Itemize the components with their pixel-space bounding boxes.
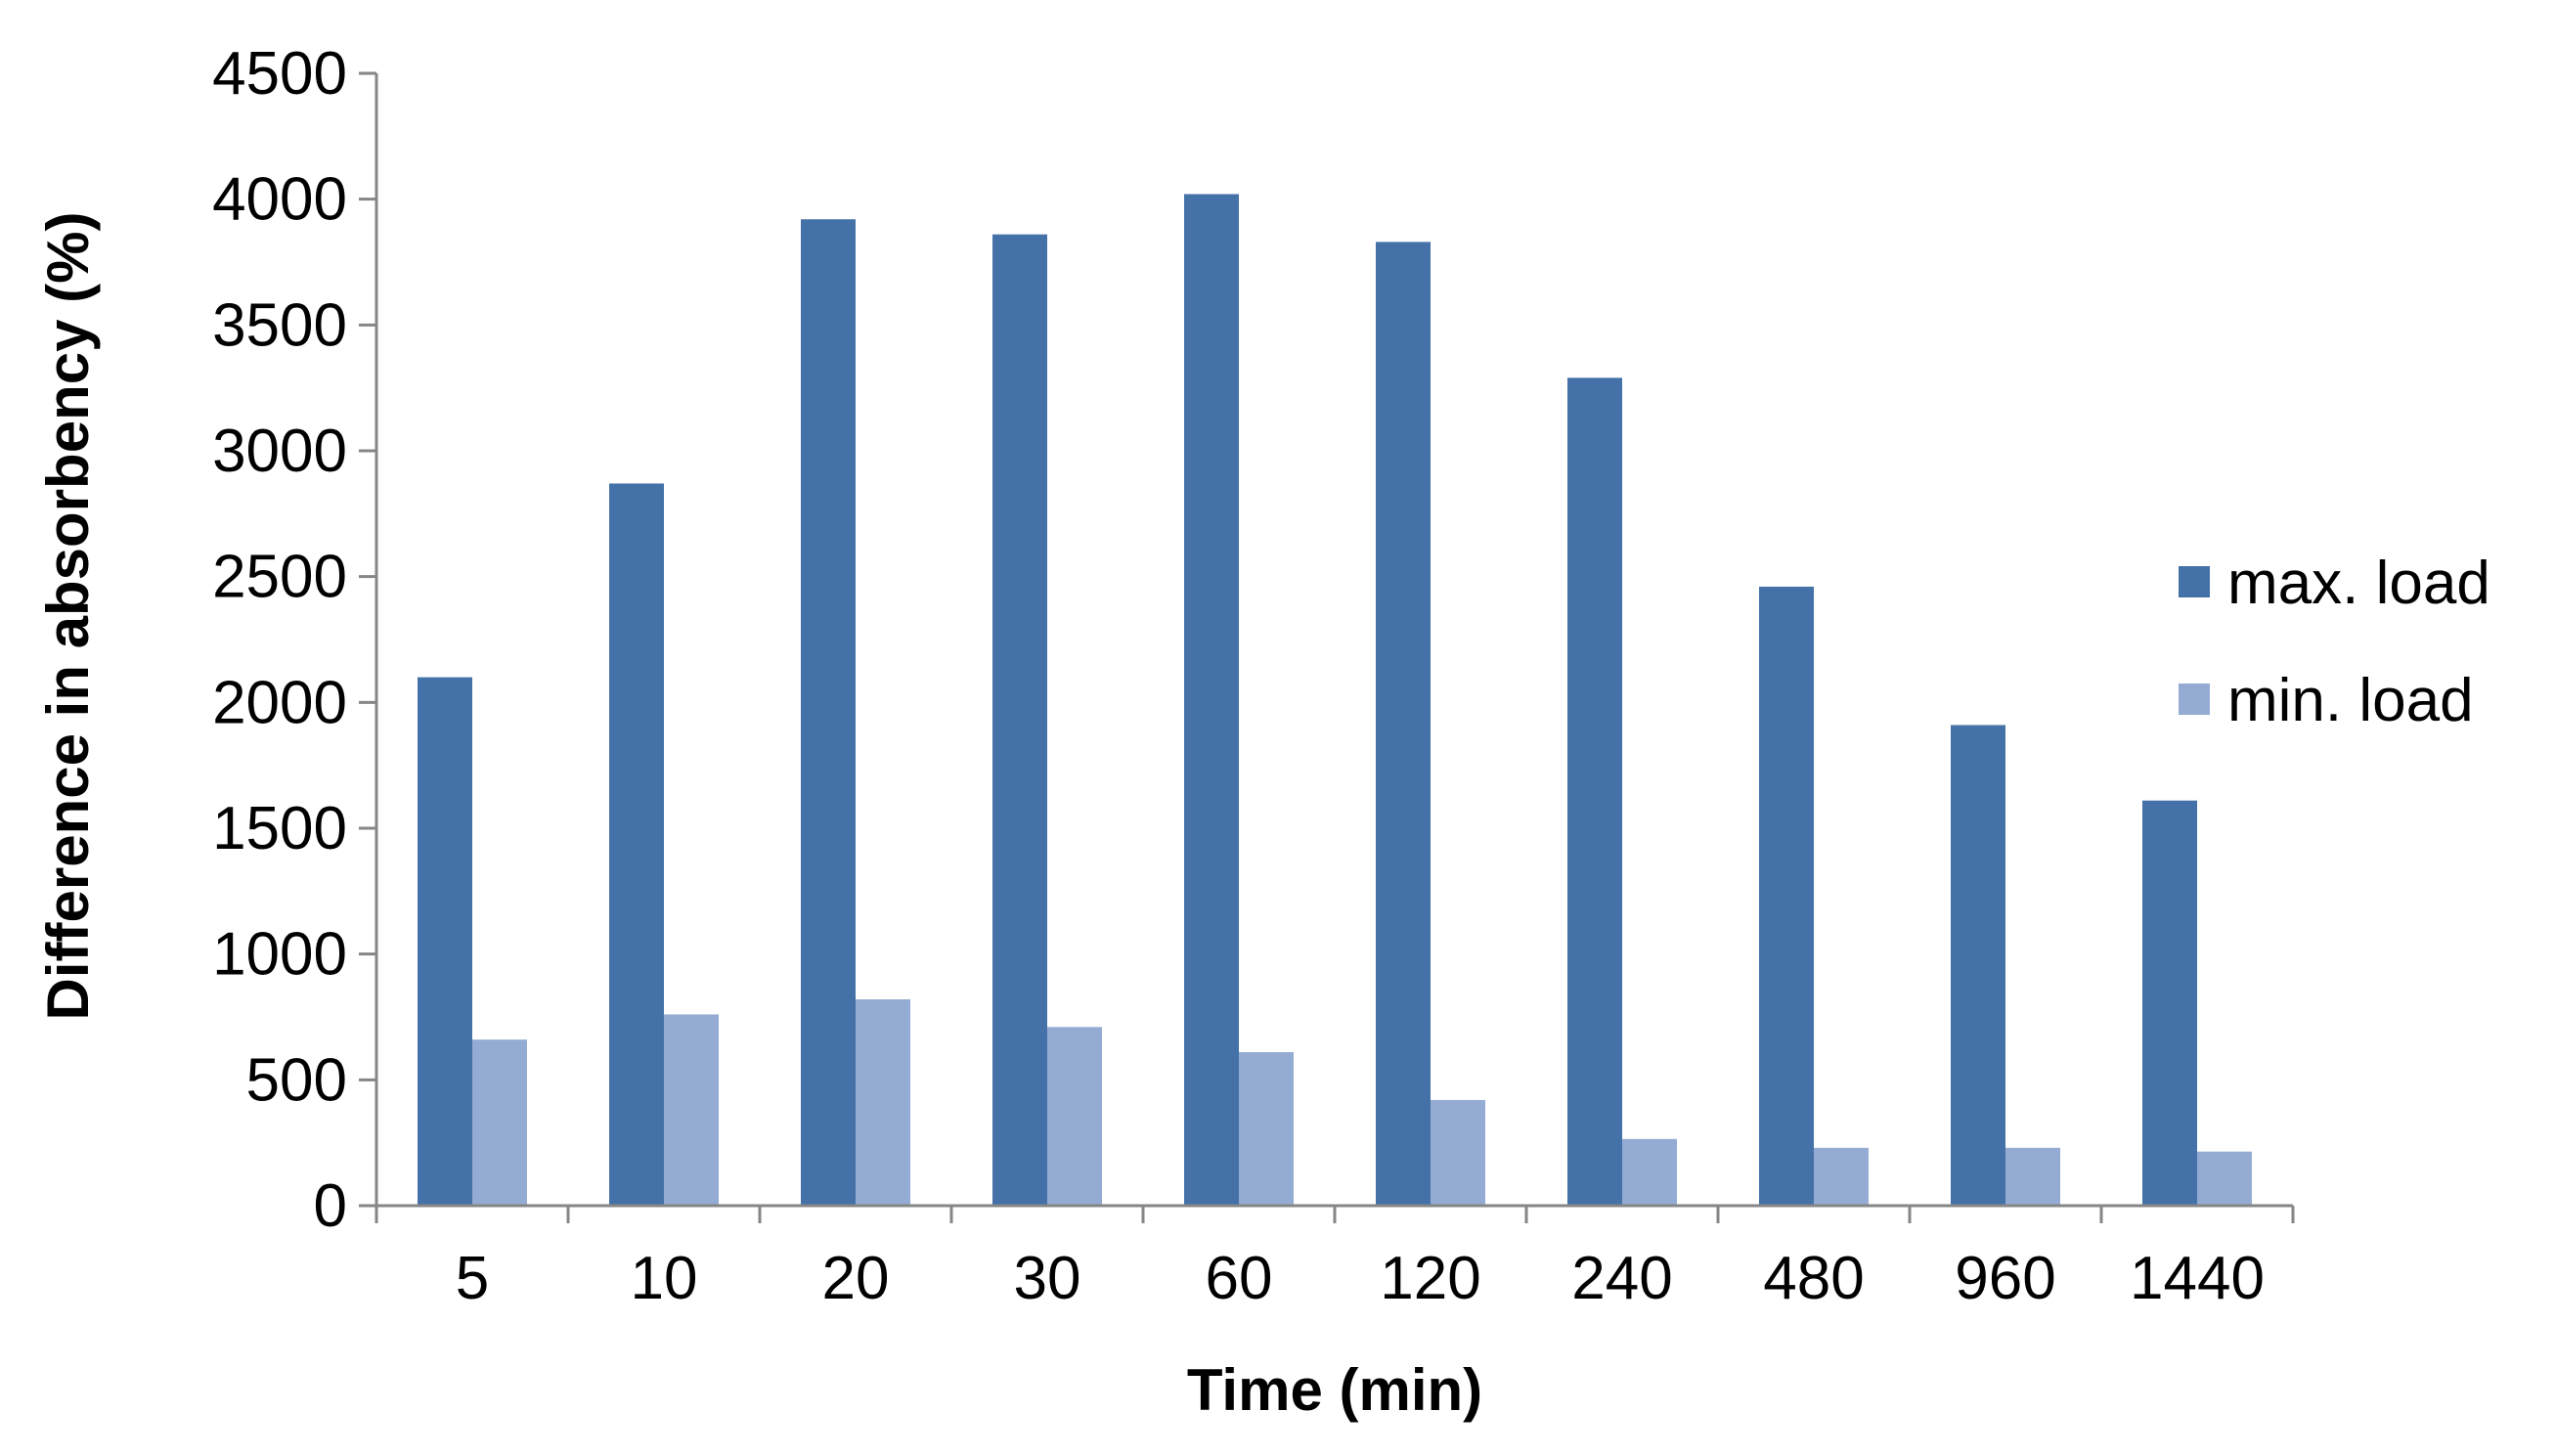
y-tick-label: 2000 (212, 669, 347, 736)
legend-item: max. load (2179, 550, 2490, 617)
legend-swatch (2179, 684, 2210, 715)
bar (2197, 1151, 2252, 1206)
bar (1047, 1027, 1102, 1206)
x-tick-label: 20 (822, 1245, 890, 1312)
bar (856, 998, 910, 1206)
bar (1814, 1147, 1869, 1206)
bar (801, 219, 856, 1207)
bar (1239, 1052, 1294, 1206)
x-axis-ticks: 5 10 20 30 60 120 240 480 960 1440 (374, 1206, 2295, 1312)
bar (418, 677, 472, 1206)
legend-label: max. load (2227, 550, 2490, 617)
series-max-load (418, 194, 2197, 1207)
bar (1567, 377, 1622, 1207)
bar (1759, 586, 1814, 1206)
bar (1376, 242, 1431, 1206)
y-tick-label: 4000 (212, 166, 347, 234)
bar (992, 234, 1047, 1206)
x-tick-label: 60 (1206, 1245, 1273, 1312)
x-tick-label: 5 (456, 1245, 489, 1312)
bar (1622, 1138, 1677, 1206)
bar (2005, 1147, 2060, 1206)
legend-item: min. load (2179, 667, 2474, 734)
y-tick-label: 2500 (212, 544, 347, 611)
y-tick-label: 3000 (212, 418, 347, 485)
y-tick-label: 0 (314, 1172, 347, 1240)
bar (1431, 1099, 1485, 1206)
legend-swatch (2179, 566, 2210, 597)
y-tick-label: 500 (246, 1046, 347, 1114)
bar (664, 1014, 719, 1206)
bar (472, 1039, 527, 1206)
x-tick-label: 960 (1955, 1245, 2055, 1312)
bar (1184, 194, 1239, 1206)
series-min-load (472, 998, 2252, 1206)
legend-label: min. load (2227, 667, 2474, 734)
y-axis-ticks: 0 500 1000 1500 2000 2500 3000 3500 4000 4500 (212, 40, 376, 1240)
x-axis-title: Time (min) (1187, 1357, 1482, 1423)
x-tick-label: 1440 (2130, 1245, 2265, 1312)
y-tick-label: 3500 (212, 291, 347, 359)
x-tick-label: 120 (1380, 1245, 1480, 1312)
bar (1951, 725, 2005, 1206)
x-tick-label: 240 (1571, 1245, 1672, 1312)
y-axis-title: Difference in absorbency (%) (35, 212, 101, 1021)
bar (2142, 800, 2197, 1206)
y-tick-label: 1500 (212, 795, 347, 862)
legend: max. load min. load (2179, 550, 2490, 734)
x-tick-label: 10 (631, 1245, 698, 1312)
y-tick-label: 1000 (212, 921, 347, 989)
y-tick-label: 4500 (212, 40, 347, 108)
bar (609, 483, 664, 1206)
x-tick-label: 30 (1014, 1245, 1081, 1312)
x-tick-label: 480 (1763, 1245, 1864, 1312)
plot-area (418, 194, 2252, 1207)
